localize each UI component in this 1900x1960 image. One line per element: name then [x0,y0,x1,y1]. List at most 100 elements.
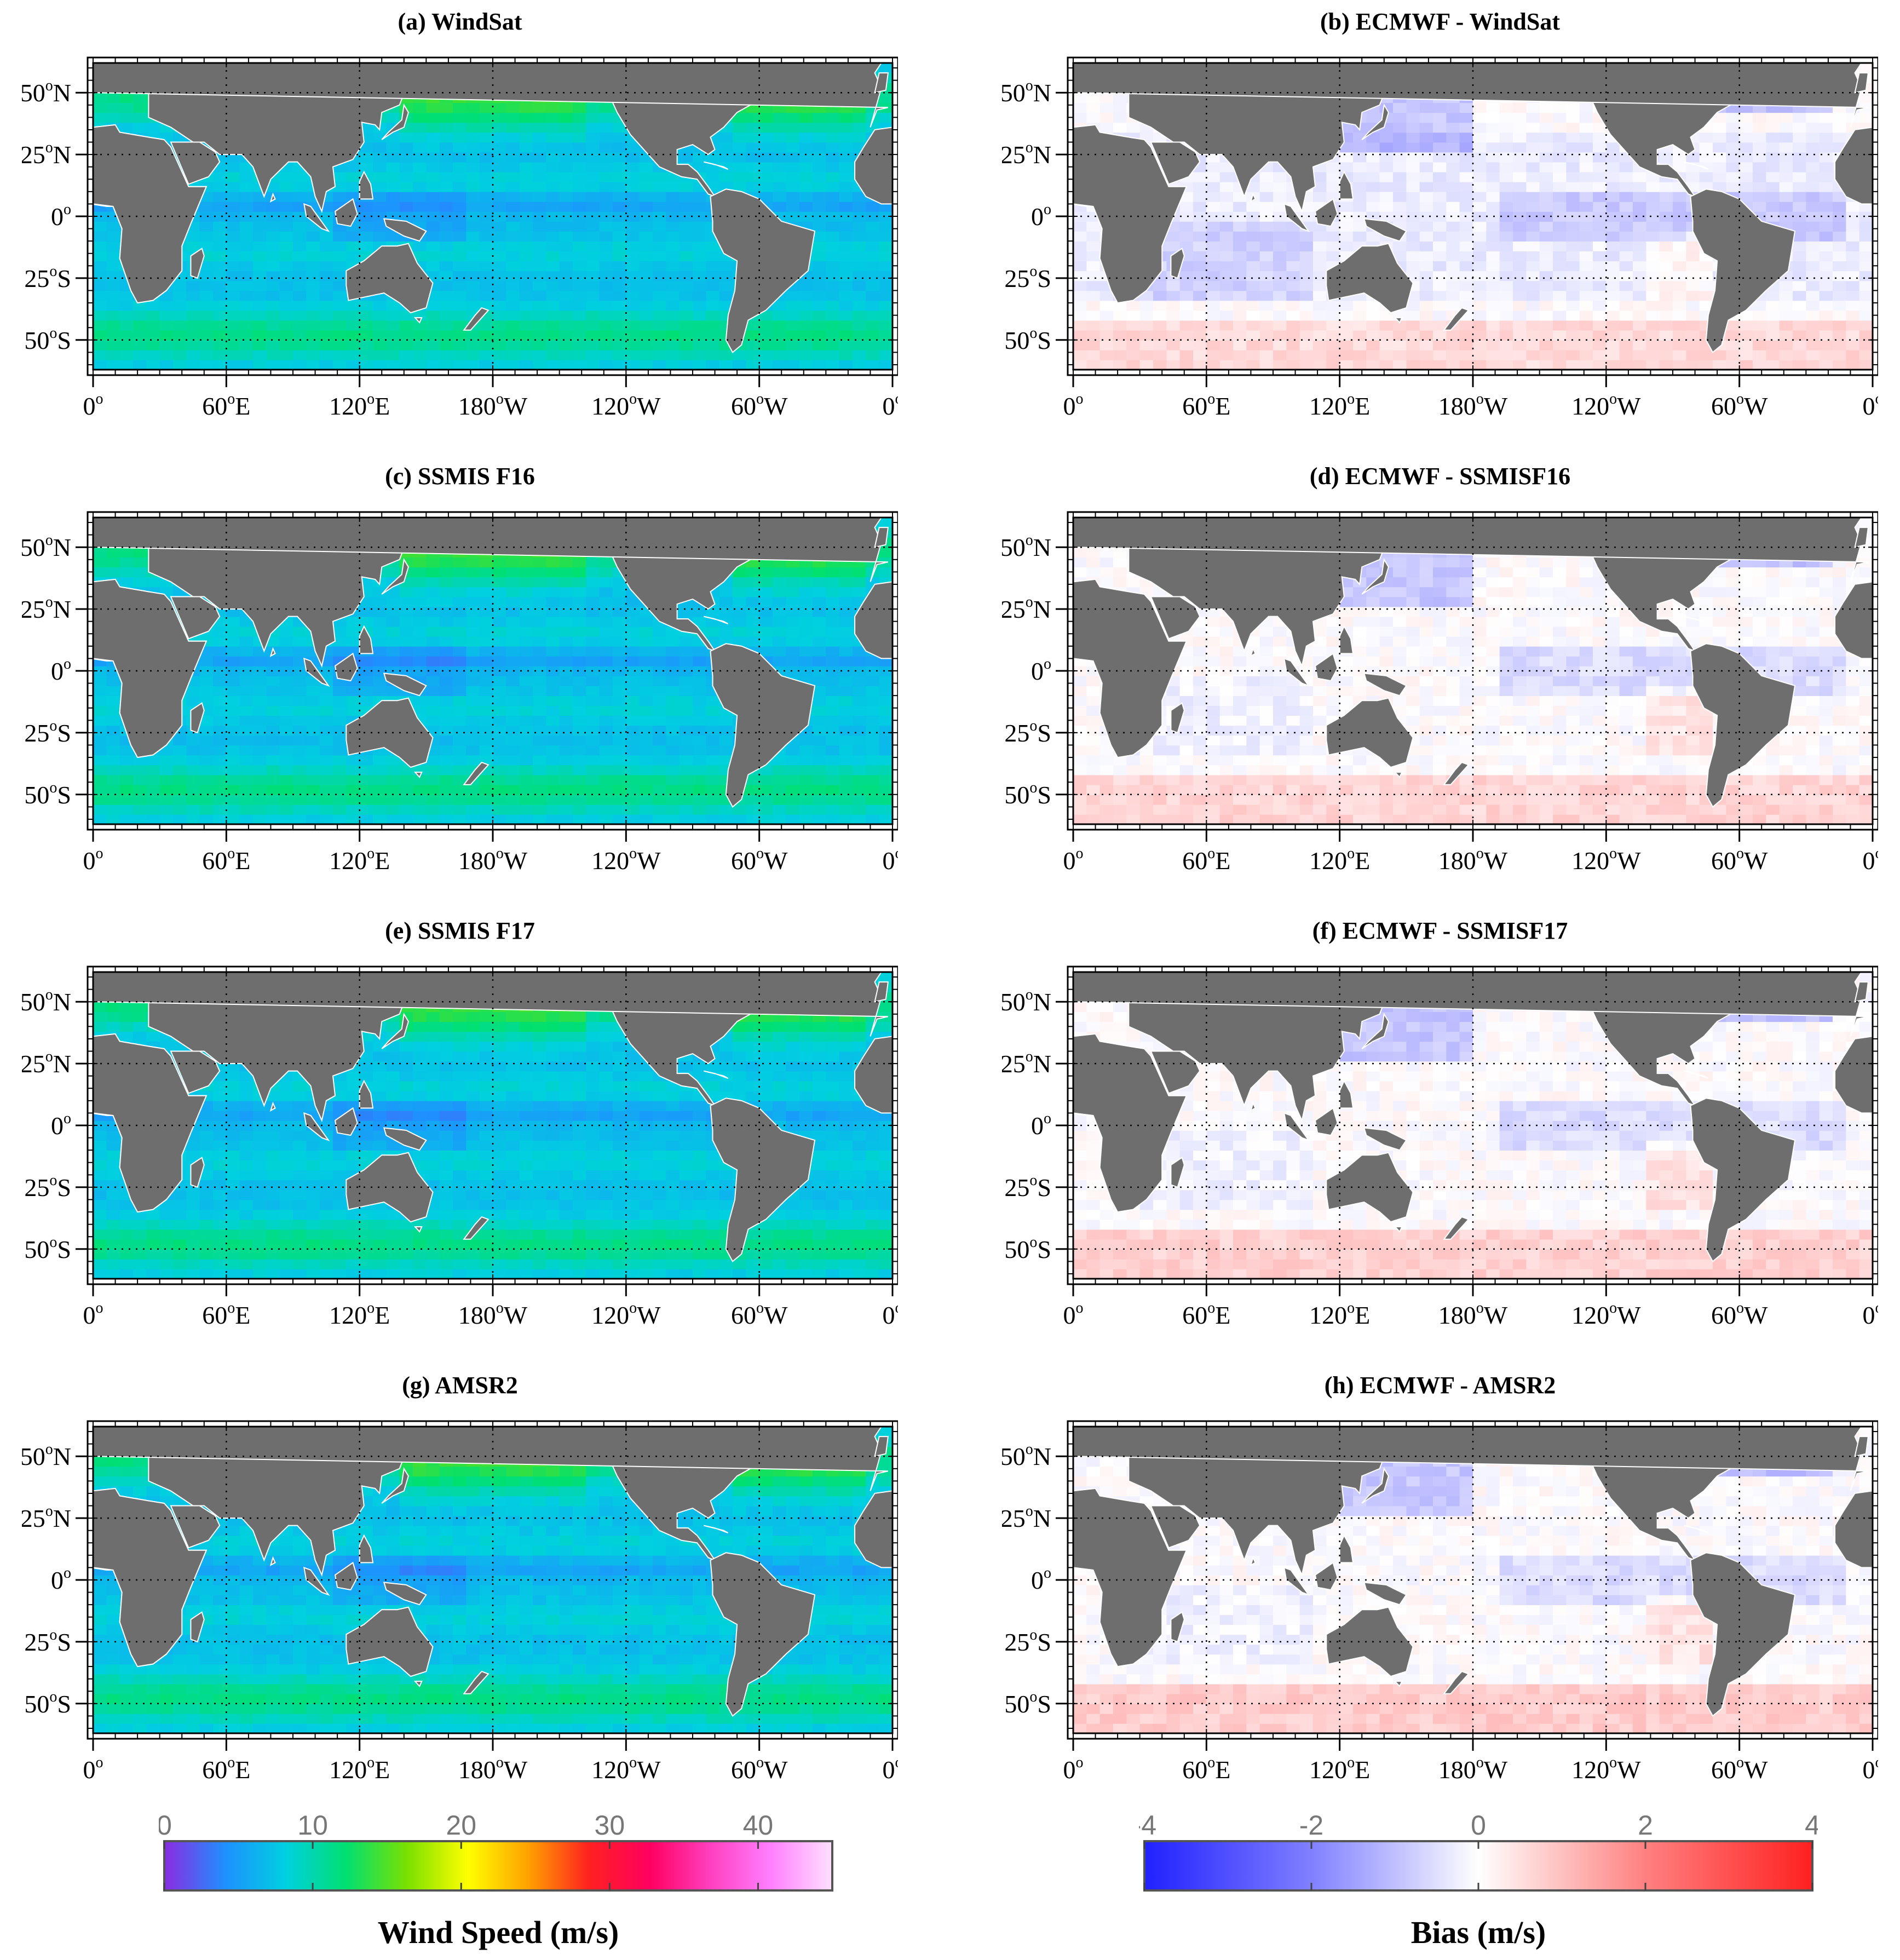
map-b: 50oN 25oN 0o 25oS 50oS 0o 60oE 120oE 180oW 120oW 6… [1002,56,1878,420]
landmass [854,1036,893,1114]
map-h: 50oN 25oN 0o 25oS 50oS 0o 60oE 120oE 180oW 120oW 6… [1002,1420,1878,1784]
lon-label: 120oW [591,1300,661,1329]
landmass [1684,1525,1709,1534]
speed-colorbar-tick-label: 40 [743,1810,774,1841]
map-e: 50oN 25oN 0o 25oS 50oS 0o 60oE 120oE 180oW 120oW 6… [22,965,898,1329]
lon-label: 120oE [329,1754,390,1784]
lat-label: 50oS [1004,1234,1051,1263]
ocean-field [93,518,893,824]
landmass [1690,1097,1796,1262]
ocean-field [1073,63,1873,370]
landmass [1361,557,1389,595]
landmass [1314,198,1338,227]
landmass [1073,124,1188,304]
landmass [381,1467,409,1504]
landmass [1150,1505,1201,1549]
landmass [334,198,358,227]
lat-label: 0o [51,201,71,231]
landmass [1170,248,1185,279]
lat-label: 25oN [1002,139,1051,169]
panel-title: (h) ECMWF - AMSR2 [1324,1372,1556,1399]
lat-label: 25oN [22,1503,71,1532]
lon-label: 60oW [1711,1754,1768,1784]
panel-title: (g) AMSR2 [402,1372,518,1399]
lat-label: 50oS [24,779,71,809]
panel-title: (f) ECMWF - SSMISF17 [1312,917,1568,944]
landmass [1394,317,1403,324]
map-g: 50oN 25oN 0o 25oS 50oS 0o 60oE 120oE 180oW 120oW 6… [22,1420,899,1784]
landmass [1834,1490,1873,1568]
bias-colorbar-tick-label: -4 [1139,1810,1156,1841]
lat-label: 50oN [22,532,71,561]
lat-label: 50oN [1002,1441,1051,1470]
bias-colorbar-tick-label: -2 [1299,1810,1323,1841]
lon-label: 120oW [1571,390,1641,420]
landmass [1361,1012,1389,1049]
lon-label: 0o [83,1754,103,1784]
landmass [463,307,490,331]
bias-colorbar-tick-label: 4 [1805,1810,1818,1841]
lat-label: 0o [1031,1565,1051,1594]
lon-label: 60oW [1711,845,1768,875]
landmass [710,1097,816,1262]
lon-label: 60oW [731,845,788,875]
lon-label: 120oW [1571,1754,1641,1784]
landmass [190,1157,205,1188]
landmass [170,1505,221,1549]
landmass [1690,188,1796,353]
landmass [413,772,423,779]
landmass [334,1107,358,1136]
landmass [93,1033,208,1213]
lon-label: 0o [883,845,899,875]
lat-label: 50oN [1002,986,1051,1016]
lon-label: 120oW [1571,1300,1641,1329]
landmass [1250,1101,1256,1112]
speed-colorbar-svg: 0 10 20 30 40 [157,1810,833,1892]
landmass [1394,1681,1403,1688]
lon-label: 60oE [202,1300,250,1329]
landmass [346,1152,434,1223]
lat-label: 25oN [1002,1048,1051,1078]
speed-colorbar-tick-label: 0 [159,1810,172,1841]
map-panel-d: (d) ECMWF - SSMISF16 50oN 25oN 0o 25oS 50oS 0o… [1002,460,1878,908]
landmass [1170,1157,1185,1188]
landmass [346,697,434,768]
lon-label: 0o [83,845,103,875]
landmass [1394,772,1403,779]
lon-label: 0o [83,1300,103,1329]
lon-label: 60oW [731,1300,788,1329]
landmass [1150,596,1201,640]
lat-label: 50oS [24,325,71,354]
lon-label: 0o [883,1754,899,1784]
landmass [1854,527,1869,548]
landmass [413,1681,423,1688]
landmass [1073,1033,1188,1213]
landmass [854,127,893,205]
lon-label: 180oW [1438,390,1508,420]
landmass [1443,1670,1470,1694]
map-panel-f: (f) ECMWF - SSMISF17 50oN 25oN 0o 25oS 50oS 0o… [1002,915,1878,1363]
landmass [269,1101,276,1112]
landmass [1314,652,1338,682]
ocean-field [93,972,893,1279]
landmass [1314,1561,1338,1591]
panel-title: (b) ECMWF - WindSat [1320,8,1561,35]
lon-label: 180oW [1438,845,1508,875]
landmass [1250,647,1256,657]
lat-label: 50oN [22,77,71,107]
landmass [170,141,221,185]
landmass [381,103,409,140]
speed-colorbar-gradient [163,1840,833,1892]
map-a: 50oN 25oN 0o 25oS 50oS 0o 60oE 120oE 180oW 120oW 6… [22,56,898,420]
landmass [383,673,427,697]
lon-label: 60oE [1182,845,1230,875]
lon-label: 60oE [1182,390,1230,420]
lon-label: 0o [1063,390,1084,420]
landmass [1834,581,1873,659]
panel-title: (c) SSMIS F16 [385,463,535,490]
lon-label: 120oE [1309,1754,1370,1784]
lon-label: 120oW [591,390,661,420]
landmass [93,124,208,304]
landmass [1326,1152,1414,1223]
lon-label: 120oE [329,390,390,420]
